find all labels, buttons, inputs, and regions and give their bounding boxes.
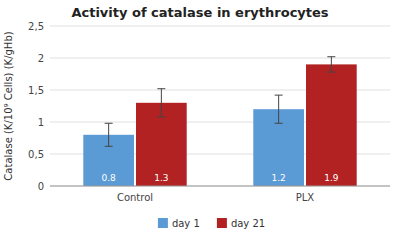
data-label: 0.8 <box>101 173 116 183</box>
x-tick-label: Control <box>117 192 153 203</box>
error-bar <box>157 89 165 117</box>
y-tick-label: 1,5 <box>28 85 44 96</box>
grid-line <box>50 26 390 27</box>
data-labels: 0.8 1.2 1.3 1.9 <box>101 173 338 183</box>
error-bar-cap <box>327 72 335 73</box>
error-bar-cap <box>157 88 165 89</box>
error-bar-line <box>108 123 109 146</box>
error-bar-cap <box>275 123 283 124</box>
bars <box>83 57 356 186</box>
y-tick-label: 0,5 <box>28 149 44 160</box>
grid-line <box>50 58 390 59</box>
error-bar-line <box>331 57 332 72</box>
bar <box>306 64 357 186</box>
legend-label: day 1 <box>172 218 200 229</box>
x-tick-label: PLX <box>296 192 315 203</box>
error-bar-line <box>161 89 162 117</box>
data-label: 1.3 <box>154 173 168 183</box>
error-bar-cap <box>105 146 113 147</box>
y-axis-label: Catalase (K/10⁹ Cells) (K/gHb) <box>3 31 14 180</box>
legend: day 1 day 21 <box>158 218 265 229</box>
error-bar <box>275 95 283 123</box>
error-bar-cap <box>275 95 283 96</box>
data-label: 1.9 <box>324 173 339 183</box>
y-tick-label: 0 <box>38 181 44 192</box>
error-bar-cap <box>105 123 113 124</box>
x-axis-line <box>50 186 390 187</box>
error-bar <box>105 123 113 146</box>
y-tick-label: 1 <box>38 117 44 128</box>
y-tick-label: 2 <box>38 53 44 64</box>
y-tick-label: 2,5 <box>28 21 44 32</box>
legend-swatch <box>158 218 168 228</box>
error-bar <box>327 57 335 72</box>
legend-label: day 21 <box>231 218 265 229</box>
title: Activity of catalase in erythrocytes <box>71 5 328 20</box>
data-label: 1.2 <box>271 173 285 183</box>
error-bar-cap <box>157 116 165 117</box>
chart: Activity of catalase in erythrocytes Cata… <box>0 0 400 238</box>
error-bar-cap <box>327 56 335 57</box>
error-bar-line <box>278 95 279 123</box>
grid-line <box>50 186 390 187</box>
legend-swatch <box>217 218 227 228</box>
